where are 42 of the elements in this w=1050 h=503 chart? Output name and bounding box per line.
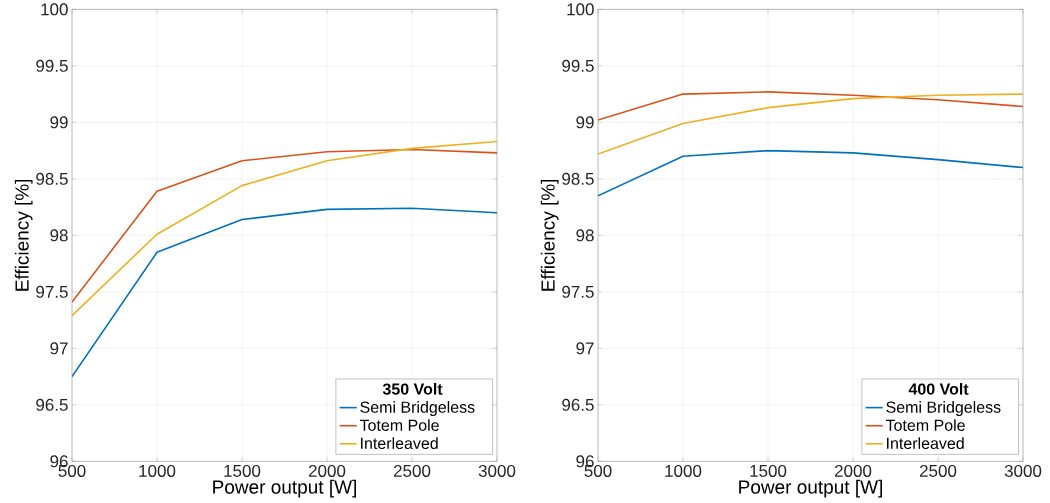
x-axis-title: Power output [W] [213, 479, 356, 498]
y-tick-label: 98.5 [36, 172, 68, 185]
x-tick-label: 3000 [478, 464, 516, 477]
legend-label: Totem Pole [359, 419, 439, 431]
x-tick-label: 1000 [665, 464, 702, 477]
x-tick-label: 2500 [393, 464, 431, 477]
y-tick-label: 96.5 [36, 398, 68, 411]
line-series [598, 149, 1024, 197]
x-tick-label: 3000 [1004, 464, 1042, 477]
y-tick-label: 99.5 [36, 59, 68, 72]
y-tick-label: 97.5 [562, 285, 594, 298]
y-tick-label: 99 [50, 116, 68, 129]
y-tick-label: 100 [41, 3, 68, 16]
legend-label: Totem Pole [885, 419, 965, 431]
legend-label: Semi Bridgeless [886, 400, 1001, 416]
x-axis-title: Power output [W] [739, 479, 882, 498]
x-tick-label: 2000 [308, 464, 346, 477]
x-tick-label: 1500 [750, 464, 787, 477]
y-tick-label: 97 [50, 342, 68, 355]
y-axis-title: Efficiency [%] [14, 179, 33, 291]
y-tick-label: 100 [567, 3, 594, 16]
y-tick-label: 98.5 [562, 172, 594, 185]
y-tick-label: 97 [576, 342, 594, 355]
y-tick-label: 96.5 [562, 398, 594, 411]
legend-title: 350 Volt [382, 382, 443, 395]
legend-label: Semi Bridgeless [360, 400, 475, 416]
legend-title: 400 Volt [908, 382, 969, 395]
line-series [72, 207, 497, 378]
y-axis-title: Efficiency [%] [540, 179, 559, 291]
x-tick-label: 1500 [224, 464, 261, 477]
line-series [598, 93, 1024, 155]
y-tick-label: 99.5 [562, 59, 594, 72]
y-tick-label: 99 [576, 116, 594, 129]
y-tick-label: 97.5 [36, 285, 68, 298]
x-tick-label: 1000 [139, 464, 176, 477]
y-tick-label: 98 [50, 229, 68, 242]
legend-label: Interleaved [887, 437, 964, 449]
x-tick-label: 2500 [919, 464, 957, 477]
line-series [598, 90, 1024, 121]
y-tick-label: 98 [576, 229, 594, 242]
x-tick-label: 2000 [834, 464, 872, 477]
legend-label: Interleaved [361, 437, 438, 449]
